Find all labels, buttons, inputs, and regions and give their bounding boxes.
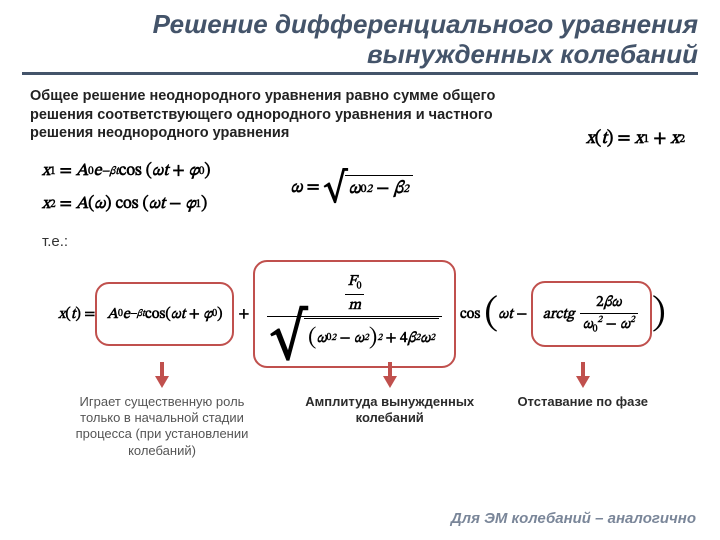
arrow-down-icon	[155, 376, 169, 388]
callout-transient: Играет существенную роль только в началь…	[62, 374, 262, 459]
equation-xt-sum: x(t) = x1 + x2	[586, 128, 685, 151]
equation-x2: x2 = A(ω) cos (ωt − φ1)	[42, 194, 210, 215]
callout-amplitude: Амплитуда вынужденных колебаний	[290, 374, 490, 459]
box-amplitude-term: F0 m √ (ω02 − ω2)2 + 4β2ω2	[253, 260, 456, 368]
callouts-row: Играет существенную роль только в началь…	[22, 374, 698, 459]
te-label: т.е.:	[22, 233, 698, 250]
slide-title: Решение дифференциального уравнения выну…	[22, 10, 698, 75]
slide: Решение дифференциального уравнения выну…	[0, 0, 720, 540]
callout-amplitude-text: Амплитуда вынужденных колебаний	[290, 394, 490, 427]
equation-omega: ω = √ ω02 − β2	[290, 175, 412, 201]
box-transient-term: A0e−βtcos(ωt + φ0)	[95, 282, 234, 346]
equation-row: x1 = A0e−βtcos (ωt + φ0) x2 = A(ω) cos (…	[22, 161, 698, 215]
callout-phase-text: Отставание по фазе	[517, 394, 648, 410]
box-phase-term: arctg 2βω ω02 − ω2	[531, 281, 652, 347]
callout-phase: Отставание по фазе	[517, 374, 648, 459]
footer-note: Для ЭМ колебаний – аналогично	[451, 510, 696, 528]
arrow-down-icon	[576, 376, 590, 388]
callout-transient-text: Играет существенную роль только в началь…	[62, 394, 262, 459]
equation-full: x(t) = A0e−βtcos(ωt + φ0) + F0 m √	[22, 260, 698, 368]
arrow-down-icon	[383, 376, 397, 388]
equation-x1: x1 = A0e−βtcos (ωt + φ0)	[42, 161, 210, 182]
